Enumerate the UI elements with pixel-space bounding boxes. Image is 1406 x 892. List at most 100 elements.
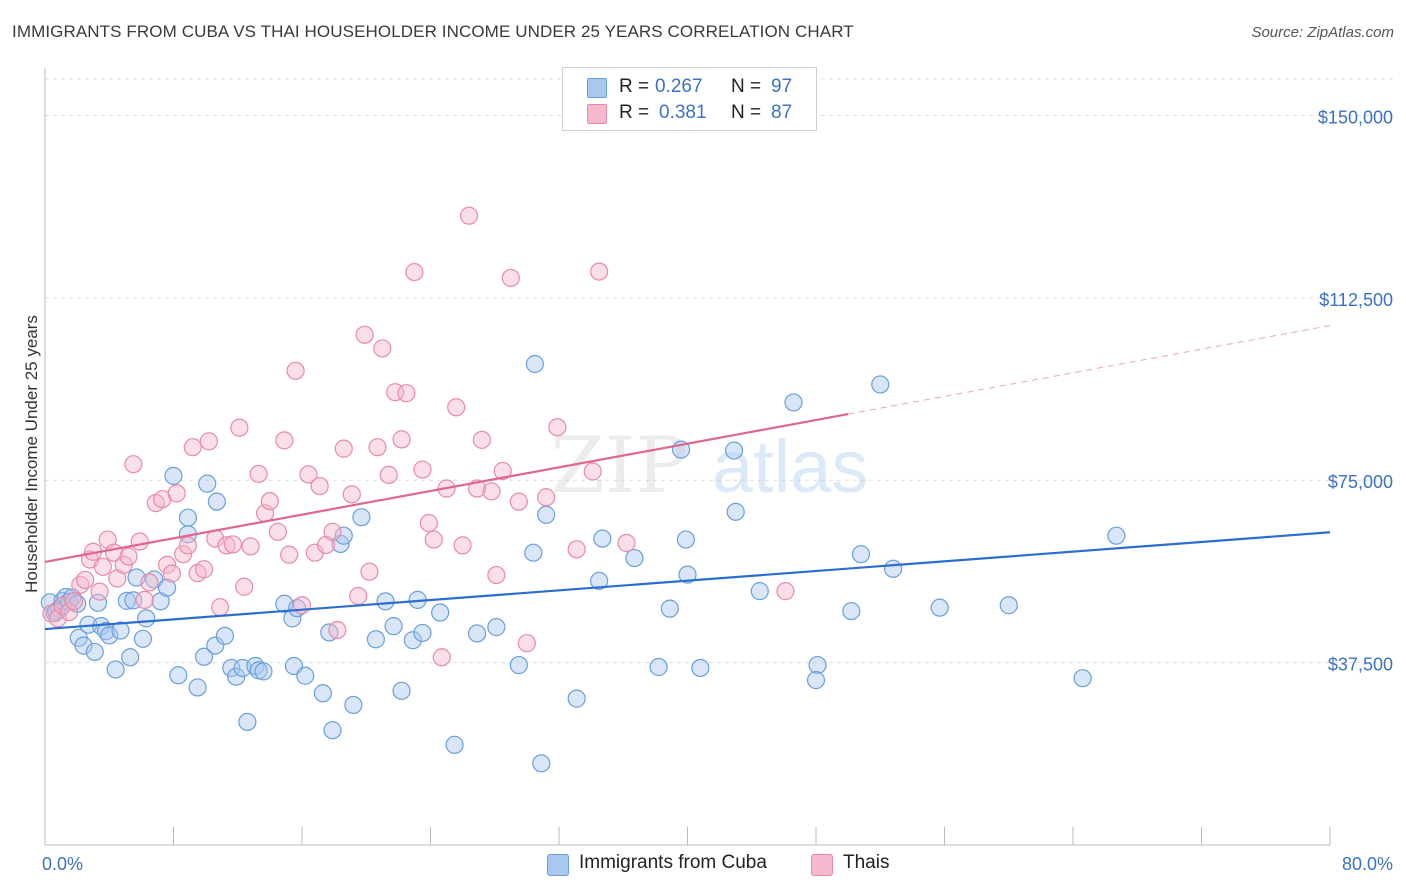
- thai-point: [178, 536, 198, 555]
- cuba-point: [238, 712, 257, 732]
- thai-point: [90, 582, 109, 601]
- cuba-point: [784, 393, 803, 412]
- y-axis-label: Householder Income Under 25 years: [22, 315, 41, 593]
- thai-point: [413, 460, 432, 479]
- thai-point: [360, 562, 379, 581]
- thai-point: [355, 325, 374, 344]
- cuba-point: [169, 666, 188, 685]
- cuba-point: [842, 601, 861, 621]
- thai-point: [268, 522, 288, 541]
- thai-point: [368, 438, 387, 457]
- legend-n-label: N =: [731, 102, 762, 123]
- cuba-point: [537, 505, 556, 524]
- thai-point: [157, 555, 177, 574]
- cuba-point: [509, 655, 528, 675]
- cuba-point: [137, 609, 156, 628]
- cuba-point: [344, 695, 363, 715]
- thai-point: [323, 522, 342, 541]
- cuba-point: [413, 623, 432, 643]
- thai-point: [472, 430, 491, 449]
- legend-r-label: R =: [619, 102, 650, 123]
- legend-swatch-thai: [587, 104, 607, 124]
- thai-point: [432, 648, 451, 667]
- cuba-point: [366, 630, 385, 649]
- cuba-point: [198, 474, 217, 493]
- thai-point: [275, 431, 294, 450]
- bottom-legend-swatch-thai: [811, 854, 833, 876]
- thai-point: [328, 620, 347, 640]
- thai-point: [124, 455, 143, 474]
- bottom-legend-thai: Thais: [811, 852, 911, 878]
- thai-point: [280, 545, 299, 564]
- thai-point: [235, 577, 254, 596]
- trend-line-thai-extension: [848, 325, 1331, 415]
- cuba-point: [74, 636, 93, 655]
- legend-r-label: R =: [619, 76, 650, 97]
- thai-point: [583, 462, 602, 481]
- cuba-point: [106, 660, 125, 679]
- y-tick-label: $150,000: [1318, 107, 1393, 127]
- cuba-point: [392, 681, 411, 700]
- cuba-point: [883, 559, 903, 578]
- thai-point: [76, 570, 95, 590]
- cuba-point: [808, 655, 827, 675]
- thai-point: [260, 492, 279, 511]
- thai-point: [537, 488, 556, 507]
- cuba-point: [164, 466, 183, 485]
- cuba-point: [930, 598, 949, 617]
- thai-point: [162, 564, 181, 583]
- watermark-atlas: atlas: [712, 425, 868, 508]
- cuba-point: [1073, 669, 1092, 688]
- thai-point: [199, 432, 218, 451]
- thai-point: [493, 461, 512, 481]
- cuba-point: [625, 548, 644, 568]
- thai-point: [487, 565, 506, 585]
- thai-point: [349, 586, 368, 606]
- cuba-point: [85, 642, 104, 662]
- cuba-point: [532, 754, 551, 773]
- thai-point: [509, 492, 528, 511]
- stats-legend: R = 0.267 N = 97 R = 0.381 N = 87: [562, 67, 817, 131]
- cuba-point: [1107, 526, 1126, 545]
- cuba-point: [525, 354, 545, 374]
- cuba-point: [724, 441, 744, 460]
- cuba-point: [334, 526, 353, 545]
- cuba-point: [999, 596, 1018, 615]
- cuba-point: [215, 626, 234, 645]
- y-tick-labels: $37,500 $75,000 $112,500 $150,000: [1318, 107, 1393, 674]
- cuba-point: [851, 545, 871, 564]
- bottom-legend-label-cuba: Immigrants from Cuba: [579, 852, 767, 873]
- thai-point: [194, 560, 214, 579]
- thai-point: [776, 582, 795, 601]
- cuba-point: [691, 658, 710, 678]
- cuba-point: [178, 508, 198, 527]
- legend-n-value: 87: [771, 102, 793, 123]
- thai-point: [392, 430, 411, 449]
- thai-point: [174, 545, 193, 564]
- thai-point: [135, 590, 154, 609]
- y-tick-label: $37,500: [1328, 655, 1393, 675]
- cuba-point: [445, 735, 464, 754]
- thai-point: [419, 513, 438, 533]
- cuba-point: [111, 621, 130, 640]
- cuba-point: [254, 662, 273, 681]
- thai-point: [119, 547, 138, 566]
- legend-n-label: N =: [731, 76, 762, 97]
- cuba-point: [296, 666, 315, 685]
- thai-point: [140, 573, 159, 592]
- cuba-point: [188, 678, 207, 697]
- thai-point: [217, 536, 236, 555]
- thai-point: [299, 465, 318, 484]
- cuba-point: [206, 636, 225, 655]
- thai-point: [342, 485, 361, 504]
- cuba-point: [871, 375, 890, 394]
- thai-point: [447, 398, 466, 417]
- x-tick-label-max: 80.0%: [1342, 854, 1393, 874]
- cuba-point: [207, 492, 226, 511]
- cuba-point: [467, 624, 487, 643]
- cuba-point: [660, 599, 679, 618]
- trend-lines: [44, 325, 1331, 631]
- thai-point: [482, 482, 501, 501]
- thai-point: [397, 384, 416, 403]
- cuba-point: [649, 657, 668, 677]
